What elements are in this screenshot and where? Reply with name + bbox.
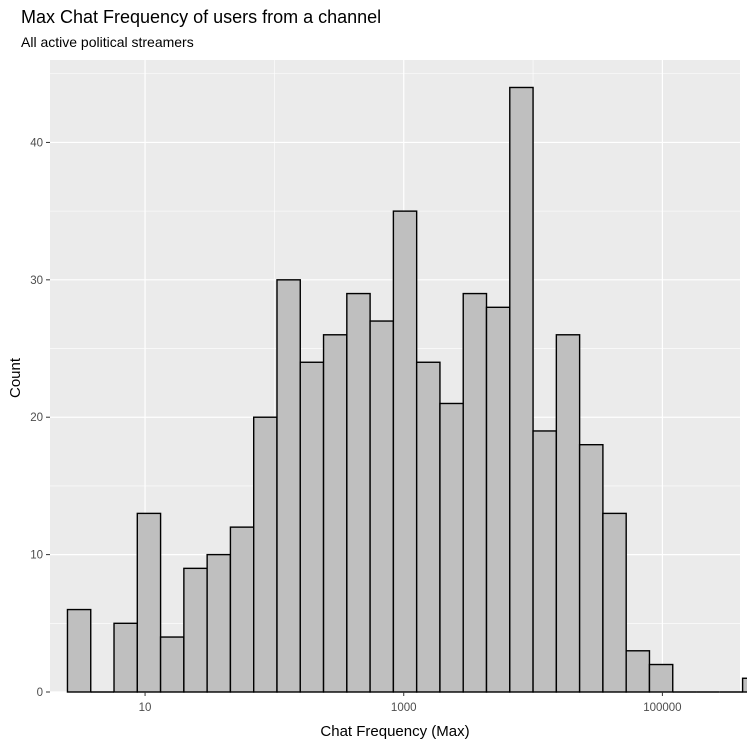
histogram-bar [532,430,558,693]
y-axis: 0 10 20 30 40 [30,137,50,699]
x-axis-title: Chat Frequency (Max) [320,723,469,740]
histogram-bar [369,320,395,693]
x-axis: 10 1000 100000 [139,692,682,714]
x-tick-label: 10 [139,702,152,714]
y-tick-label: 0 [37,687,43,699]
histogram-bars [66,86,747,693]
y-axis-title: Count [7,357,24,398]
y-tick-label: 40 [30,137,43,149]
histogram-bar [602,512,627,693]
histogram-bar [741,677,747,693]
histogram-bar [346,292,371,693]
y-tick-label: 10 [30,550,43,562]
histogram-bar [206,553,232,693]
histogram-bar [299,361,325,693]
histogram-bar [183,567,208,693]
histogram-bar [159,636,185,693]
histogram-bar [136,512,162,693]
histogram-bar [392,210,418,693]
y-tick-label: 30 [30,275,43,287]
histogram-bar [229,526,255,693]
y-tick-label: 20 [30,412,43,424]
chart-subtitle: All active political streamers [21,34,194,50]
histogram-bar [322,334,348,693]
histogram-bar [648,663,674,693]
histogram-bar [462,292,488,693]
histogram-bar [113,622,139,693]
histogram-bar [253,416,278,693]
histogram-bar [555,334,581,693]
histogram-bar [439,402,464,693]
histogram-bar [276,279,301,693]
chart-title: Max Chat Frequency of users from a chann… [21,7,381,27]
histogram-bar [485,306,511,693]
x-tick-label: 100000 [643,702,681,714]
x-tick-label: 1000 [391,702,417,714]
histogram-bar [66,608,92,693]
histogram-bar [578,443,604,693]
histogram-bar [415,361,441,693]
histogram-bar [509,86,534,693]
histogram-bar [625,650,651,693]
